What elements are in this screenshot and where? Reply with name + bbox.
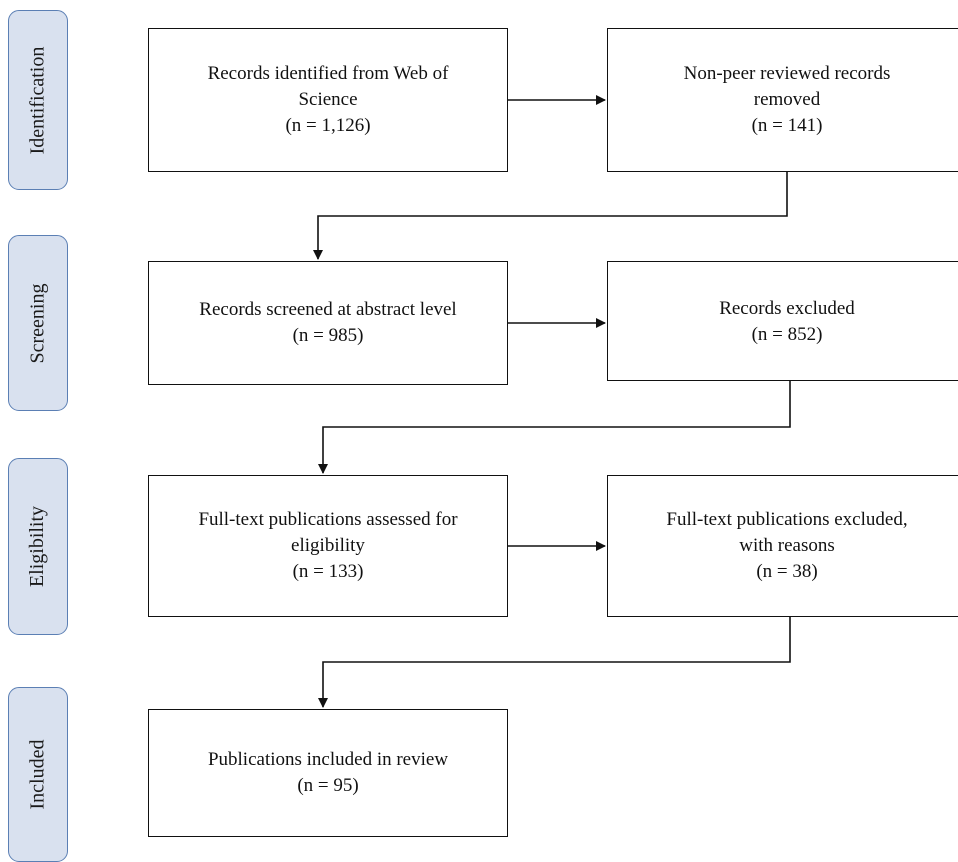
stage-included: Included [8,687,68,862]
fulltext-excluded-line-2: with reasons [739,535,835,556]
publications-included-count: (n = 95) [297,775,359,796]
fulltext-assessed-line-2: eligibility [291,535,365,556]
fulltext-assessed-line-1: Full-text publications assessed for [198,509,458,530]
stage-screening: Screening [8,235,68,411]
stage-identification: Identification [8,10,68,190]
records-identified-line-1: Records identified from Web of [207,63,449,84]
box-non-peer-removed: Non-peer reviewed records removed (n = 1… [607,28,958,172]
records-identified-count: (n = 1,126) [285,115,371,136]
box-publications-included: Publications included in review (n = 95) [148,709,508,837]
stage-eligibility: Eligibility [8,458,68,635]
arrow-removed-to-screened [313,172,788,260]
arrow-excluded-to-assessed [318,381,791,474]
box-records-excluded: Records excluded (n = 852) [607,261,958,381]
fulltext-assessed-count: (n = 133) [292,561,364,582]
records-excluded-count: (n = 852) [751,324,823,345]
box-records-identified: Records identified from Web of Science (… [148,28,508,172]
box-records-screened: Records screened at abstract level (n = … [148,261,508,385]
non-peer-removed-line-1: Non-peer reviewed records [683,63,891,84]
records-screened-line-1: Records screened at abstract level [199,299,457,320]
records-excluded-line-1: Records excluded [719,298,855,319]
publications-included-line-1: Publications included in review [207,749,449,770]
box-fulltext-excluded: Full-text publications excluded, with re… [607,475,958,617]
fulltext-excluded-line-1: Full-text publications excluded, [666,509,908,530]
non-peer-removed-count: (n = 141) [751,115,823,136]
box-fulltext-assessed: Full-text publications assessed for elig… [148,475,508,617]
records-screened-count: (n = 985) [292,325,364,346]
arrow-fulltext-excluded-to-included [318,617,791,708]
records-identified-line-2: Science [298,89,358,110]
fulltext-excluded-count: (n = 38) [756,561,818,582]
non-peer-removed-line-2: removed [753,89,821,110]
